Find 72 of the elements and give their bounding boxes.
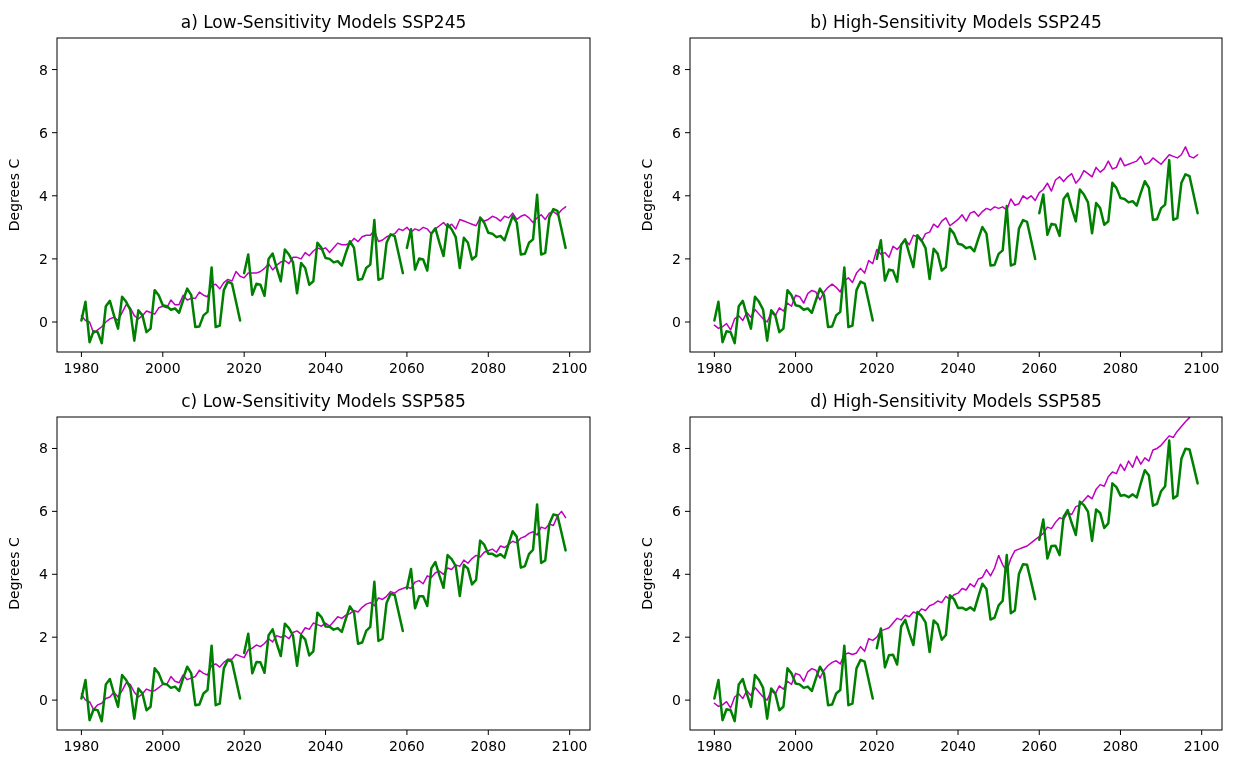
line-series — [713, 417, 1191, 709]
y-tick-label: 6 — [39, 124, 49, 141]
y-tick-label: 2 — [672, 629, 681, 646]
y-tick-label: 2 — [672, 250, 681, 267]
line-series — [1038, 158, 1199, 238]
y-axis-title: Degrees C — [639, 158, 655, 232]
x-tick-label: 2060 — [389, 738, 425, 754]
x-tick-label: 2100 — [551, 360, 588, 376]
line-series — [405, 503, 567, 610]
x-tick-label: 2000 — [144, 360, 181, 376]
chart-title: a) Low-Sensitivity Models SSP245 — [180, 12, 467, 32]
y-tick-label: 4 — [672, 187, 682, 204]
y-tick-label: 2 — [39, 629, 48, 646]
y-tick-label: 0 — [39, 692, 48, 709]
line-series — [713, 644, 874, 723]
y-tick-label: 4 — [672, 566, 682, 583]
line-series — [875, 553, 1037, 669]
x-tick-label: 2080 — [470, 738, 507, 754]
x-tick-label: 2040 — [940, 738, 976, 754]
y-tick-label: 8 — [672, 440, 681, 457]
line-series — [242, 218, 405, 298]
x-tick-label: 2060 — [1021, 360, 1058, 376]
line-series — [80, 644, 242, 723]
x-tick-label: 2020 — [858, 360, 895, 376]
x-tick-label: 2040 — [307, 360, 344, 376]
line-series — [80, 266, 242, 345]
x-tick-label: 2080 — [470, 360, 507, 376]
line-series — [713, 146, 1199, 331]
y-axis-title: Degrees C — [6, 537, 22, 610]
y-tick-label: 6 — [39, 503, 49, 520]
x-tick-label: 1980 — [63, 360, 100, 376]
line-series — [1038, 439, 1199, 560]
x-tick-label: 2020 — [858, 738, 895, 754]
line-series — [80, 206, 567, 334]
y-tick-label: 6 — [672, 503, 682, 520]
y-tick-label: 0 — [672, 314, 681, 331]
x-tick-label: 2000 — [777, 360, 814, 376]
line-series — [80, 510, 567, 711]
y-tick-label: 8 — [672, 61, 681, 78]
x-tick-label: 2060 — [1021, 738, 1058, 754]
x-tick-label: 2080 — [1102, 360, 1139, 376]
x-tick-label: 2040 — [940, 360, 976, 376]
y-tick-label: 4 — [39, 187, 49, 204]
line-series — [713, 266, 874, 345]
y-tick-label: 8 — [39, 440, 48, 457]
x-tick-label: 2040 — [307, 738, 344, 754]
x-tick-label: 2100 — [1183, 360, 1220, 376]
y-tick-label: 8 — [39, 61, 48, 78]
y-axis-title: Degrees C — [6, 158, 22, 232]
x-tick-label: 2000 — [144, 738, 181, 754]
line-series — [405, 193, 567, 272]
y-axis-title: Degrees C — [639, 537, 655, 610]
chart-title: b) High-Sensitivity Models SSP245 — [810, 12, 1102, 32]
chart-title: c) Low-Sensitivity Models SSP585 — [181, 391, 466, 411]
chart-title: d) High-Sensitivity Models SSP585 — [810, 391, 1102, 411]
x-tick-label: 2020 — [226, 360, 262, 376]
x-tick-label: 1980 — [63, 738, 100, 754]
x-tick-label: 2020 — [226, 738, 262, 754]
line-series — [242, 580, 405, 675]
x-tick-label: 1980 — [696, 360, 733, 376]
x-tick-label: 2080 — [1102, 738, 1139, 754]
x-tick-label: 2000 — [777, 738, 814, 754]
x-tick-label: 2100 — [551, 738, 588, 754]
x-tick-label: 1980 — [696, 738, 733, 754]
x-tick-label: 2060 — [389, 360, 425, 376]
y-tick-label: 6 — [672, 124, 682, 141]
y-tick-label: 2 — [39, 250, 48, 267]
x-tick-label: 2100 — [1183, 738, 1220, 754]
line-series — [875, 204, 1037, 283]
y-tick-label: 0 — [672, 692, 681, 709]
y-tick-label: 0 — [39, 314, 48, 331]
y-tick-label: 4 — [39, 566, 49, 583]
